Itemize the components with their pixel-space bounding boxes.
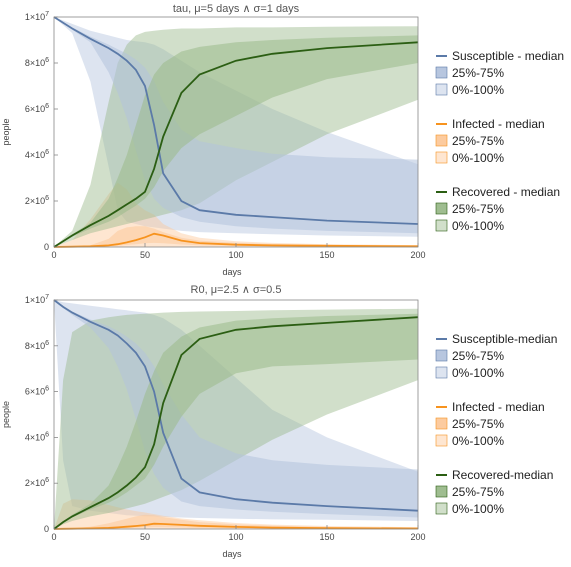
- chart2-legend-recovered-label: 0%-100%: [452, 502, 504, 516]
- chart1-legend-recovered-label: Recovered - median: [452, 185, 560, 199]
- chart2-susceptible-median-line: [53, 299, 419, 512]
- chart2-x-axis-label: days: [222, 549, 242, 559]
- chart2-legend-susceptible-range-swatch: [435, 366, 448, 379]
- chart1-y-tick-mantissa: 8×10: [25, 58, 45, 68]
- chart2: R0, μ=2.5 ∧ σ=0.50 50 100 150 20002×1064×106…: [1, 284, 557, 559]
- chart2-y-tick-mantissa: 8×10: [25, 341, 45, 351]
- chart1-y-tick-label: 8×106: [25, 57, 49, 68]
- chart2-legend-recovered-iqr-swatch: [435, 485, 448, 498]
- chart1-y-tick-mantissa: 4×10: [25, 150, 45, 160]
- chart2-legend-recovered-label: 25%-75%: [452, 485, 504, 499]
- chart1-legend-recovered-label: 0%-100%: [452, 219, 504, 233]
- chart1-x-tick-label: 50: [140, 250, 150, 260]
- chart2-legend-infected-label: Infected - median: [452, 400, 545, 414]
- chart1-y-tick-label: 2×106: [25, 195, 49, 206]
- chart2-y-tick-label: 0: [44, 524, 49, 534]
- chart1-y-tick-mantissa: 2×10: [25, 196, 45, 206]
- chart2-y-axis-label: people: [1, 401, 11, 428]
- chart1-susceptible-median-line: [53, 16, 419, 225]
- chart1-legend-infected-label: 0%-100%: [452, 151, 504, 165]
- chart2-y-tick-exponent: 6: [45, 340, 49, 347]
- chart2-legend-susceptible-iqr-swatch: [435, 349, 448, 362]
- chart1-y-tick-label: 0: [44, 242, 49, 252]
- chart1-legend-susceptible-label: Susceptible - median: [452, 49, 564, 63]
- chart2-legend-susceptible-label: Susceptible-median: [452, 332, 557, 346]
- chart1-y-tick-exponent: 7: [45, 11, 49, 18]
- chart1-y-tick-exponent: 6: [45, 57, 49, 64]
- chart2-y-tick-mantissa: 6×10: [25, 387, 45, 397]
- chart2-y-tick-exponent: 6: [45, 477, 49, 484]
- chart2-x-tick-label: 50: [140, 532, 150, 542]
- chart2-recovered-range-25-75-band: [54, 313, 418, 529]
- chart2-x-tick-label: 0: [51, 532, 56, 542]
- chart1-legend-susceptible-range-swatch: [435, 83, 448, 96]
- chart1: tau, μ=5 days ∧ σ=1 days 0 50 100 150 200 0 2×1…: [1, 3, 564, 277]
- chart1-y-tick-mantissa: 1×10: [25, 12, 45, 22]
- chart1-x-tick-label: 150: [319, 250, 334, 260]
- chart2-legend-susceptible-label: 25%-75%: [452, 349, 504, 363]
- chart2-y-tick-exponent: 6: [45, 431, 49, 438]
- chart2-x-tick-label: 150: [319, 532, 334, 542]
- chart2-y-tick-label: 4×106: [25, 431, 49, 442]
- chart2-y-tick-exponent: 6: [45, 386, 49, 393]
- chart1-legend-susceptible-label: 25%-75%: [452, 66, 504, 80]
- chart1-y-tick-exponent: 6: [45, 103, 49, 110]
- chart1-x-tick-label: 100: [228, 250, 243, 260]
- chart1-legend-infected-label: Infected - median: [452, 117, 545, 131]
- chart1-x-tick-label: 200: [410, 250, 425, 260]
- chart2-susceptible-range-25-75-band: [54, 300, 418, 518]
- chart1-x-axis-label: days: [222, 267, 242, 277]
- chart2-legend-infected-label: 25%-75%: [452, 417, 504, 431]
- chart2-legend-recovered-label: Recovered-median: [452, 468, 553, 482]
- chart1-recovered-range-25-75-band: [54, 35, 418, 248]
- chart2-y-tick-mantissa: 1×10: [25, 295, 45, 305]
- chart1-y-tick-label: 6×106: [25, 103, 49, 114]
- chart1-y-axis-label: people: [1, 118, 11, 145]
- chart2-y-tick-label: 6×106: [25, 386, 49, 397]
- chart2-legend-recovered-range-swatch: [435, 502, 448, 515]
- chart1-legend-recovered-iqr-swatch: [435, 202, 448, 215]
- chart1-legend-infected-range-swatch: [435, 151, 448, 164]
- chart1-legend-susceptible-iqr-swatch: [435, 66, 448, 79]
- chart2-title: R0, μ=2.5 ∧ σ=0.5: [191, 284, 282, 296]
- chart1-y-tick-exponent: 6: [45, 149, 49, 156]
- chart2-y-tick-label: 1×107: [25, 294, 49, 305]
- chart2-y-tick-label: 2×106: [25, 477, 49, 488]
- chart1-legend-infected-iqr-swatch: [435, 134, 448, 147]
- chart2-legend-infected-iqr-swatch: [435, 417, 448, 430]
- chart1-legend-susceptible-label: 0%-100%: [452, 83, 504, 97]
- chart1-y-tick-label: 4×106: [25, 149, 49, 160]
- chart1-infected-range-25-75-band: [54, 226, 418, 247]
- chart2-y-tick-mantissa: 4×10: [25, 432, 45, 442]
- chart1-y-tick-label: 1×107: [25, 11, 49, 22]
- chart1-recovered-median-line: [53, 41, 419, 248]
- chart1-infected-median-line: [53, 232, 419, 248]
- chart1-legend-recovered-range-swatch: [435, 219, 448, 232]
- chart2-y-tick-exponent: 7: [45, 294, 49, 301]
- chart1-x-tick-label: 0: [51, 250, 56, 260]
- chart2-recovered-median-line: [53, 316, 419, 530]
- chart2-y-tick-label: 8×106: [25, 340, 49, 351]
- chart1-y-tick-exponent: 6: [45, 195, 49, 202]
- chart1-title: tau, μ=5 days ∧ σ=1 days: [173, 3, 300, 15]
- chart2-legend-susceptible-label: 0%-100%: [452, 366, 504, 380]
- chart2-y-tick-mantissa: 2×10: [25, 478, 45, 488]
- chart2-legend-infected-label: 0%-100%: [452, 434, 504, 448]
- chart1-legend-recovered-label: 25%-75%: [452, 202, 504, 216]
- chart2-x-tick-label: 200: [410, 532, 425, 542]
- chart2-x-tick-label: 100: [228, 532, 243, 542]
- chart1-y-tick-mantissa: 6×10: [25, 104, 45, 114]
- chart2-legend-infected-range-swatch: [435, 434, 448, 447]
- chart1-legend-infected-label: 25%-75%: [452, 134, 504, 148]
